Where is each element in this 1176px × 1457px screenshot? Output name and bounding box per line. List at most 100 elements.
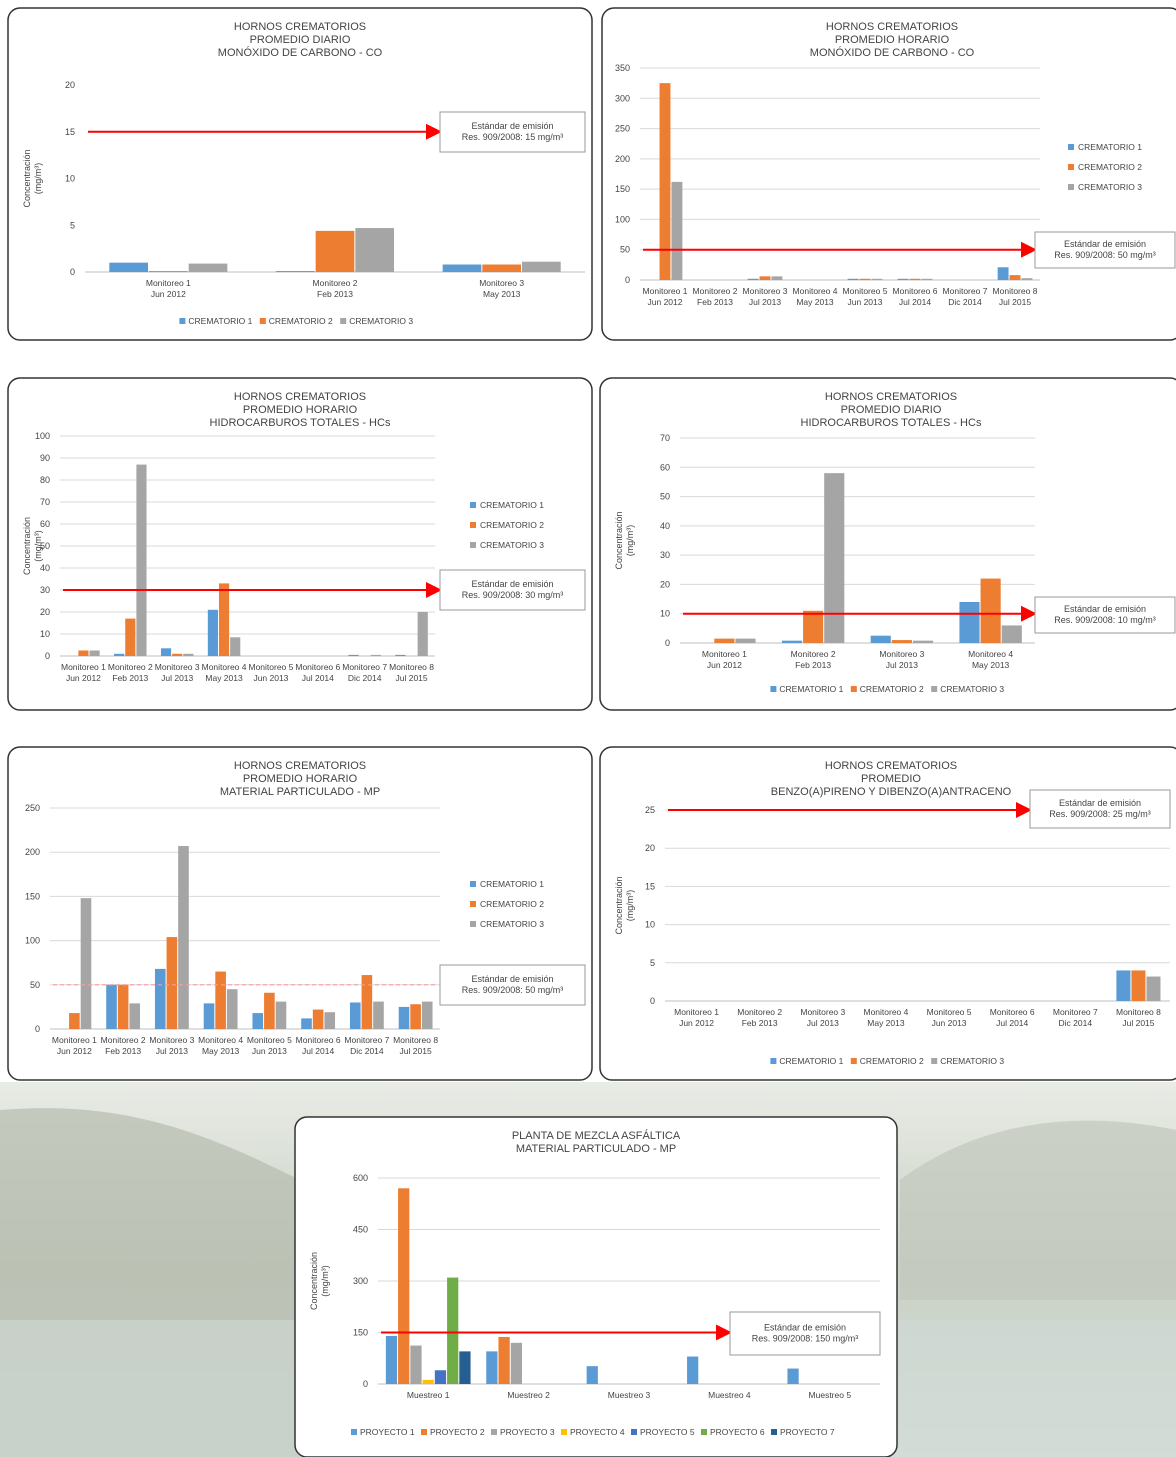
legend-label: PROYECTO 3 bbox=[500, 1427, 555, 1437]
legend-label: CREMATORIO 2 bbox=[1078, 162, 1142, 172]
x-tick-label-line: Jun 2012 bbox=[66, 673, 101, 683]
x-tick-label-line: Feb 2013 bbox=[795, 660, 831, 670]
chart-title: PROMEDIO bbox=[861, 773, 921, 785]
y-tick-label: 0 bbox=[650, 996, 655, 1006]
x-tick-label-line: May 2013 bbox=[796, 297, 834, 307]
chart-title: HORNOS CREMATORIOS bbox=[234, 760, 366, 772]
bar bbox=[355, 228, 395, 272]
bar bbox=[315, 230, 355, 272]
x-tick-label-line: Jun 2013 bbox=[252, 1046, 287, 1056]
chart-title: HORNOS CREMATORIOS bbox=[826, 21, 958, 33]
legend-swatch bbox=[770, 686, 777, 692]
x-tick-label: Monitoreo 4 May 2013 bbox=[198, 1035, 243, 1056]
x-tick-label: Monitoreo 5 Jun 2013 bbox=[843, 286, 888, 307]
annotation-text: Estándar de emisión bbox=[471, 579, 553, 589]
x-tick-label-line: Monitoreo 3 bbox=[800, 1007, 845, 1017]
x-tick-label-line: Monitoreo 7 bbox=[344, 1035, 389, 1045]
bar bbox=[434, 1370, 447, 1384]
chart-panel bbox=[294, 1116, 898, 1457]
legend-label: CREMATORIO 3 bbox=[349, 316, 413, 326]
x-tick-label: Monitoreo 2 Feb 2013 bbox=[108, 662, 153, 683]
bar bbox=[447, 1277, 459, 1384]
bar bbox=[997, 267, 1009, 280]
bar bbox=[417, 612, 428, 656]
x-tick-label-line: Monitoreo 3 bbox=[879, 649, 924, 659]
bar bbox=[226, 989, 238, 1029]
x-tick-label-line: Dic 2014 bbox=[948, 297, 982, 307]
y-tick-label: 0 bbox=[625, 275, 630, 285]
x-tick-label-line: Jul 2015 bbox=[999, 297, 1031, 307]
bar bbox=[230, 637, 241, 656]
chart-title: PROMEDIO HORARIO bbox=[243, 404, 358, 416]
y-tick-label: 100 bbox=[615, 214, 630, 224]
y-tick-label: 200 bbox=[25, 847, 40, 857]
y-tick-label: 150 bbox=[353, 1328, 368, 1338]
bar bbox=[921, 278, 933, 280]
legend-label: CREMATORIO 2 bbox=[269, 316, 333, 326]
bar bbox=[348, 654, 359, 656]
y-tick-label: 10 bbox=[660, 609, 670, 619]
x-tick-label-line: Monitoreo 4 bbox=[968, 649, 1013, 659]
bar bbox=[1021, 278, 1033, 280]
legend-label: CREMATORIO 1 bbox=[480, 879, 544, 889]
chart-panel bbox=[7, 377, 593, 711]
x-tick-label-line: Monitoreo 2 bbox=[737, 1007, 782, 1017]
x-tick-label-line: May 2013 bbox=[972, 660, 1010, 670]
x-tick-label-line: Jul 2015 bbox=[400, 1046, 432, 1056]
x-tick-label-line: Feb 2013 bbox=[742, 1018, 778, 1028]
x-tick-label-line: May 2013 bbox=[483, 289, 521, 299]
bar bbox=[178, 846, 189, 1029]
bar bbox=[109, 262, 148, 272]
bar bbox=[395, 654, 406, 656]
x-tick-label: Monitoreo 6 Jul 2014 bbox=[990, 1007, 1035, 1028]
chart-title: BENZO(A)PIRENO Y DIBENZO(A)ANTRACENO bbox=[771, 786, 1012, 798]
x-tick-label: Monitoreo 5 Jun 2013 bbox=[927, 1007, 972, 1028]
legend-swatch bbox=[931, 686, 938, 692]
legend-label: CREMATORIO 3 bbox=[940, 684, 1004, 694]
x-tick-label-line: Monitoreo 4 bbox=[793, 286, 838, 296]
bar bbox=[117, 984, 129, 1029]
legend-label: CREMATORIO 2 bbox=[860, 684, 924, 694]
y-tick-label: 20 bbox=[65, 80, 75, 90]
legend-swatch bbox=[1068, 184, 1074, 190]
x-tick-label: Muestreo 3 bbox=[608, 1390, 651, 1400]
x-tick-label-line: Monitoreo 8 bbox=[1116, 1007, 1161, 1017]
legend-swatch bbox=[340, 318, 347, 324]
legend-label: PROYECTO 5 bbox=[640, 1427, 695, 1437]
annotation-text: Res. 909/2008: 150 mg/m³ bbox=[752, 1334, 859, 1344]
y-axis-label-line: Concentración bbox=[22, 517, 32, 575]
x-tick-label-line: Monitoreo 8 bbox=[993, 286, 1038, 296]
y-tick-label: 300 bbox=[615, 93, 630, 103]
bar bbox=[324, 1012, 336, 1029]
legend-label: PROYECTO 4 bbox=[570, 1427, 625, 1437]
x-tick-label-line: Jun 2012 bbox=[648, 297, 683, 307]
y-tick-label: 80 bbox=[40, 475, 50, 485]
y-tick-label: 60 bbox=[660, 462, 670, 472]
bar bbox=[859, 278, 871, 280]
x-tick-label: Monitoreo 2 Feb 2013 bbox=[791, 649, 836, 670]
bar bbox=[312, 1009, 324, 1029]
x-tick-label: Monitoreo 1 Jun 2012 bbox=[674, 1007, 719, 1028]
x-tick-label-line: May 2013 bbox=[202, 1046, 240, 1056]
x-tick-label-line: Monitoreo 8 bbox=[393, 1035, 438, 1045]
x-tick-label-line: Monitoreo 4 bbox=[202, 662, 247, 672]
y-tick-label: 150 bbox=[25, 891, 40, 901]
bar bbox=[136, 464, 147, 656]
legend-swatch bbox=[470, 502, 476, 508]
x-tick-label: Monitoreo 1 Jun 2012 bbox=[61, 662, 106, 683]
x-tick-label: Monitoreo 3 Jul 2013 bbox=[800, 1007, 845, 1028]
bar bbox=[114, 653, 125, 656]
x-tick-label-line: Jun 2013 bbox=[848, 297, 883, 307]
bar bbox=[871, 278, 883, 280]
bar bbox=[361, 975, 373, 1029]
legend-label: PROYECTO 6 bbox=[710, 1427, 765, 1437]
chart-title: PLANTA DE MEZCLA ASFÁLTICA bbox=[512, 1129, 681, 1142]
x-tick-label: Monitoreo 4 May 2013 bbox=[968, 649, 1013, 670]
bar bbox=[847, 278, 859, 280]
bar bbox=[687, 1356, 699, 1384]
y-tick-label: 300 bbox=[353, 1276, 368, 1286]
x-tick-label: Monitoreo 1 Jun 2012 bbox=[52, 1035, 97, 1056]
x-tick-label-line: Monitoreo 1 bbox=[702, 649, 747, 659]
legend-swatch bbox=[470, 881, 476, 887]
y-tick-label: 100 bbox=[35, 431, 50, 441]
